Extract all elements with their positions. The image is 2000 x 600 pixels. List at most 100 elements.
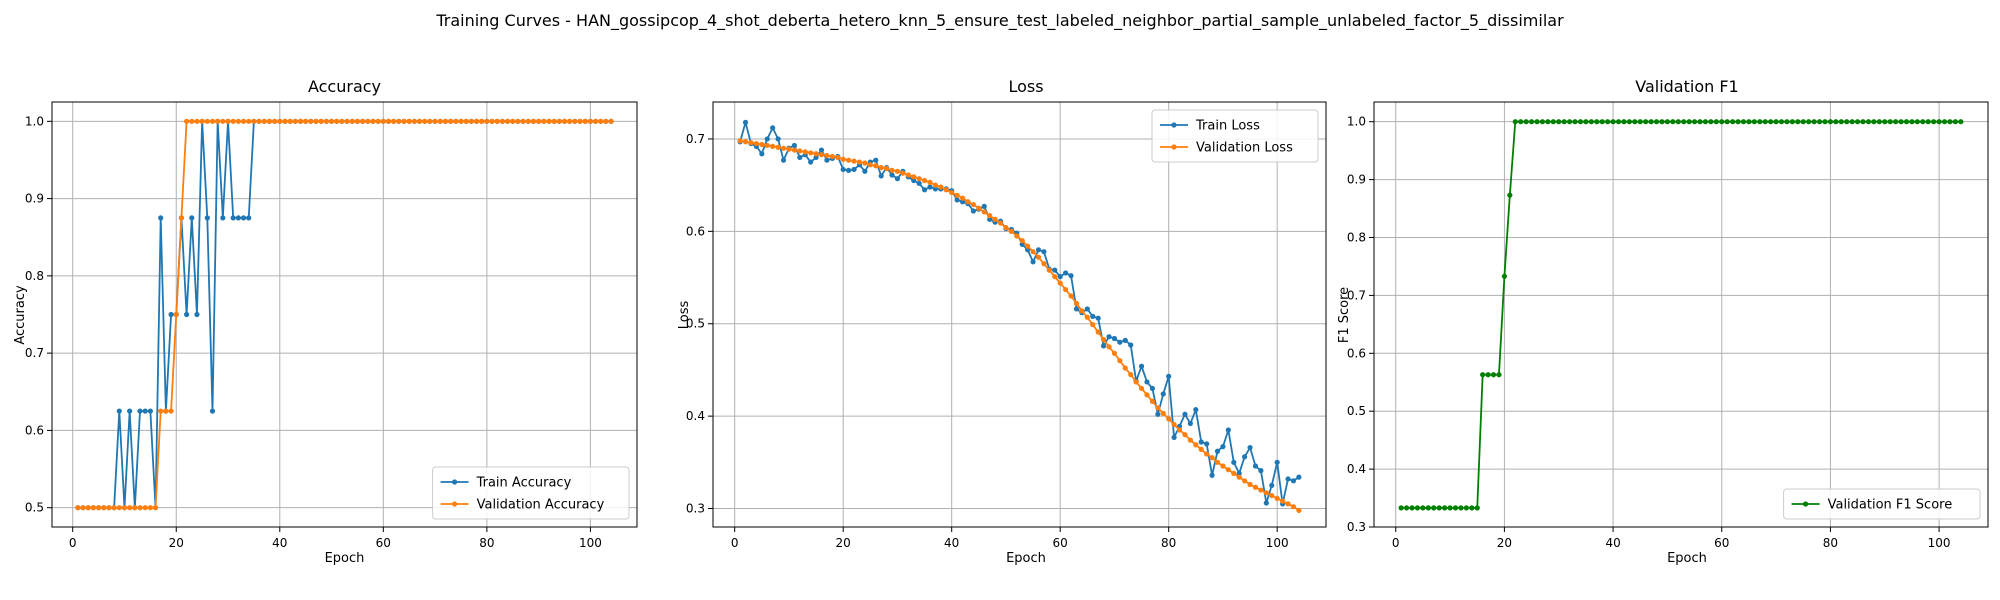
accuracy-series-1-point-53 [349, 118, 355, 124]
loss-legend-box [1151, 109, 1319, 163]
accuracy-series-1-point-92 [551, 118, 557, 124]
loss-series-1-point-101 [1285, 501, 1291, 507]
loss-series-1-point-10 [791, 147, 797, 153]
loss-series-0-point-20 [846, 167, 852, 173]
validation-f1-series-0-point-15 [1480, 372, 1486, 378]
accuracy-series-1-point-58 [375, 118, 381, 124]
validation-f1-series-0-point-17 [1490, 372, 1497, 378]
accuracy-xtick-label-2: 40 [272, 536, 287, 550]
accuracy-series-1-point-66 [416, 118, 423, 124]
loss-series-1-point-48 [997, 220, 1004, 226]
loss-series-1-point-71 [1122, 365, 1128, 371]
accuracy-series-1-point-15 [152, 505, 159, 511]
loss-series-1-point-27 [883, 165, 890, 172]
validation-f1-series-0-point-103 [1958, 119, 1964, 125]
loss-series-1-point-19 [840, 156, 846, 162]
validation-f1-series-0-point-45 [1643, 119, 1649, 125]
validation-f1-series-0-point-75 [1806, 119, 1812, 125]
loss-series-0-point-94 [1247, 444, 1253, 451]
loss-series-1-point-37 [938, 184, 944, 190]
loss-series-0-point-28 [889, 172, 895, 178]
loss-series-0-point-95 [1252, 463, 1259, 469]
accuracy-legend: Train Accuracy Validation Accuracy [432, 466, 630, 520]
validation-f1-series-0-point-88 [1876, 119, 1882, 125]
validation-f1-series-0-point-86 [1865, 119, 1872, 125]
accuracy-ytick-label-4: 0.9 [25, 192, 44, 206]
loss-series-1-point-65 [1090, 322, 1096, 328]
accuracy-series-0-point-26 [209, 408, 216, 414]
loss-xtick-label-2: 40 [944, 536, 959, 550]
loss-series-0-point-77 [1155, 411, 1161, 417]
validation-f1-series-0-point-30 [1561, 119, 1567, 125]
accuracy-series-1-point-72 [448, 118, 454, 124]
loss-series-0-point-87 [1209, 472, 1215, 478]
loss-series-1-point-81 [1176, 427, 1183, 433]
accuracy-series-0-point-25 [204, 215, 210, 221]
accuracy-series-1-point-69 [432, 118, 438, 124]
accuracy-series-1-point-40 [282, 118, 288, 124]
accuracy-panel: Accuracy Epoch Accuracy 0 20 40 60 80 100 0.5 0… [13, 77, 638, 566]
validation-f1-series-0-point-14 [1474, 505, 1480, 511]
accuracy-series-1-point-95 [567, 118, 573, 124]
accuracy-series-1-point-76 [468, 118, 474, 124]
loss-series-1-point-50 [1008, 228, 1014, 234]
loss-series-0-point-26 [878, 173, 884, 179]
accuracy-series-1-point-54 [354, 118, 361, 124]
validation-f1-series-0-point-49 [1664, 119, 1671, 125]
accuracy-series-1-point-82 [499, 118, 505, 124]
accuracy-series-1-point-14 [147, 505, 153, 511]
accuracy-series-1 [75, 118, 614, 511]
validation-f1-series-0-point-9 [1447, 505, 1453, 511]
validation-f1-series-0-point-46 [1648, 119, 1654, 125]
accuracy-series-1-point-36 [261, 118, 267, 124]
validation-f1-title: Validation F1 [1635, 77, 1738, 96]
loss-series-1-point-95 [1252, 484, 1259, 490]
validation-f1-series-0-point-87 [1871, 119, 1877, 125]
loss-series-1-point-96 [1258, 487, 1264, 493]
accuracy-series-0-point-18 [168, 311, 174, 318]
validation-f1-series-0-point-97 [1925, 119, 1931, 125]
accuracy-series-1-point-101 [598, 118, 604, 124]
loss-xtick-label-5: 100 [1266, 536, 1289, 550]
loss-series-1-point-75 [1144, 392, 1150, 398]
loss-series-1-point-85 [1198, 446, 1204, 452]
loss-series-1-point-8 [780, 145, 787, 151]
loss-series-1-point-43 [970, 201, 976, 208]
validation-f1-series-0-point-35 [1588, 119, 1594, 125]
loss-series-1-point-14 [813, 151, 819, 157]
accuracy-series-1-point-94 [561, 118, 568, 124]
accuracy-series-1-point-88 [530, 118, 537, 124]
loss-legend-marker-0 [1171, 122, 1177, 128]
accuracy-series-1-point-98 [582, 118, 588, 124]
loss-series-0-point-101 [1285, 476, 1291, 482]
loss-series-0-point-59 [1057, 274, 1063, 280]
loss-series-0-point-25 [873, 157, 879, 163]
loss-series-1-point-94 [1247, 481, 1253, 488]
loss-series-0-point-41 [959, 199, 966, 205]
validation-f1-legend: Validation F1 Score [1783, 488, 1981, 520]
accuracy-series-1-point-16 [158, 408, 164, 414]
accuracy-series-1-point-46 [313, 118, 319, 124]
accuracy-series-1-point-97 [577, 118, 583, 124]
loss-series-0-point-7 [775, 136, 781, 142]
accuracy-series-1-point-18 [168, 408, 174, 414]
validation-f1-series-0-point-58 [1713, 119, 1719, 125]
loss-series-0-point-64 [1084, 306, 1090, 312]
validation-f1-series-0-point-22 [1518, 119, 1524, 125]
validation-f1-series-0-point-85 [1860, 119, 1866, 125]
loss-series-1-point-100 [1280, 498, 1286, 504]
accuracy-series-1-point-84 [510, 118, 516, 124]
loss-series-1-point-12 [802, 149, 808, 155]
accuracy-series-1-point-103 [608, 118, 614, 124]
loss-series-1-point-46 [987, 213, 993, 219]
validation-f1-series-0-point-20 [1507, 192, 1513, 198]
accuracy-series-1-point-1 [80, 505, 86, 511]
loss-series-1-point-3 [753, 140, 760, 147]
validation-f1-legend-label-0: Validation F1 Score [1828, 498, 1953, 513]
accuracy-series-1-point-50 [334, 118, 340, 124]
loss-xtick-label-0: 0 [731, 536, 739, 550]
loss-series-1 [737, 138, 1302, 513]
loss-series-0-point-61 [1068, 273, 1074, 279]
accuracy-xlabel: Epoch [325, 551, 365, 566]
